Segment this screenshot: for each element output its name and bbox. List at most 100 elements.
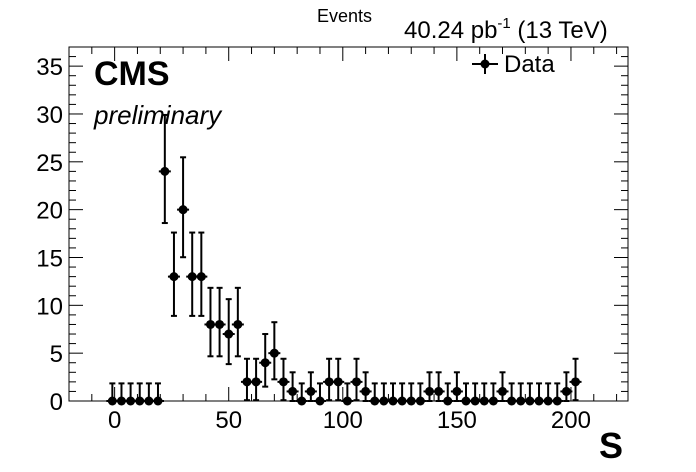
data-marker bbox=[169, 272, 179, 282]
data-marker bbox=[461, 396, 471, 406]
minor-ticks bbox=[68, 46, 628, 401]
data-marker bbox=[552, 396, 562, 406]
data-marker bbox=[144, 396, 154, 406]
data-point bbox=[231, 286, 244, 358]
data-marker bbox=[525, 396, 535, 406]
data-point bbox=[277, 357, 290, 402]
data-marker bbox=[224, 329, 234, 339]
data-point bbox=[396, 382, 409, 406]
data-marker bbox=[351, 377, 361, 387]
data-marker bbox=[333, 377, 343, 387]
data-marker bbox=[571, 377, 581, 387]
data-marker bbox=[278, 377, 288, 387]
data-point bbox=[177, 156, 190, 259]
data-marker bbox=[306, 386, 316, 396]
data-point bbox=[115, 382, 128, 406]
data-point bbox=[295, 382, 308, 406]
data-point bbox=[286, 371, 299, 402]
y-tick-label: 25 bbox=[36, 150, 63, 177]
data-marker bbox=[135, 396, 145, 406]
y-tick-label: 30 bbox=[36, 102, 63, 129]
data-point bbox=[460, 382, 473, 406]
data-point bbox=[250, 357, 263, 402]
data-marker bbox=[242, 377, 252, 387]
data-point bbox=[304, 371, 317, 402]
data-marker bbox=[324, 377, 334, 387]
y-tick-label: 10 bbox=[36, 293, 63, 320]
data-marker bbox=[297, 396, 307, 406]
luminosity-value: 40.24 pb bbox=[404, 17, 497, 44]
data-marker bbox=[370, 396, 380, 406]
data-point bbox=[432, 371, 445, 402]
data-marker bbox=[215, 319, 225, 329]
data-marker bbox=[116, 396, 126, 406]
y-axis-ticks: 0 5 10 15 20 25 30 35 bbox=[36, 54, 628, 416]
data-marker bbox=[415, 396, 425, 406]
data-point bbox=[195, 231, 208, 317]
data-marker bbox=[361, 386, 371, 396]
data-marker bbox=[543, 396, 553, 406]
legend-marker-icon bbox=[480, 59, 490, 69]
data-point bbox=[240, 357, 253, 402]
data-point bbox=[505, 382, 518, 406]
data-point bbox=[350, 357, 363, 402]
x-tick-label: 200 bbox=[551, 407, 591, 434]
legend: Data bbox=[472, 51, 555, 78]
data-marker bbox=[397, 396, 407, 406]
data-marker bbox=[315, 396, 325, 406]
data-marker bbox=[507, 396, 517, 406]
data-marker bbox=[534, 396, 544, 406]
y-tick-label: 20 bbox=[36, 198, 63, 225]
data-marker bbox=[443, 396, 453, 406]
data-marker bbox=[424, 386, 434, 396]
x-axis-label: S bbox=[599, 425, 623, 466]
data-point bbox=[259, 333, 272, 388]
data-marker bbox=[233, 319, 243, 329]
legend-entry-data: Data bbox=[504, 51, 555, 78]
y-tick-label: 15 bbox=[36, 245, 63, 272]
data-point bbox=[414, 382, 427, 406]
data-point bbox=[551, 382, 564, 406]
y-tick-label: 0 bbox=[50, 389, 63, 416]
data-point bbox=[268, 321, 281, 381]
data-point bbox=[542, 382, 555, 406]
data-point bbox=[186, 231, 199, 317]
data-point bbox=[332, 357, 345, 402]
x-tick-label: 50 bbox=[215, 407, 242, 434]
data-marker bbox=[498, 386, 508, 396]
data-marker bbox=[251, 377, 261, 387]
data-marker bbox=[561, 386, 571, 396]
experiment-label: CMS bbox=[94, 55, 170, 93]
data-point bbox=[523, 382, 536, 406]
data-point bbox=[133, 382, 146, 406]
data-marker bbox=[288, 386, 298, 396]
data-points bbox=[106, 113, 582, 406]
x-tick-label: 100 bbox=[323, 407, 363, 434]
energy-label: (13 TeV) bbox=[511, 17, 608, 44]
data-point bbox=[142, 382, 155, 406]
data-marker bbox=[178, 205, 188, 215]
data-marker bbox=[379, 396, 389, 406]
data-point bbox=[222, 298, 235, 366]
data-point bbox=[487, 382, 500, 406]
data-point bbox=[167, 231, 180, 317]
luminosity-unit-exponent: -1 bbox=[497, 15, 510, 32]
data-marker bbox=[126, 396, 136, 406]
data-marker bbox=[488, 396, 498, 406]
data-point bbox=[151, 382, 164, 406]
status-label: preliminary bbox=[93, 100, 223, 130]
data-marker bbox=[196, 272, 206, 282]
data-point bbox=[368, 382, 381, 406]
y-tick-label: 35 bbox=[36, 54, 63, 81]
data-point bbox=[560, 371, 573, 402]
data-marker bbox=[388, 396, 398, 406]
data-point bbox=[323, 357, 336, 402]
data-marker bbox=[153, 396, 163, 406]
y-tick-label: 5 bbox=[50, 341, 63, 368]
data-point bbox=[450, 371, 463, 402]
data-marker bbox=[160, 166, 170, 176]
data-marker bbox=[479, 396, 489, 406]
x-tick-label: 150 bbox=[437, 407, 477, 434]
data-marker bbox=[260, 358, 270, 368]
